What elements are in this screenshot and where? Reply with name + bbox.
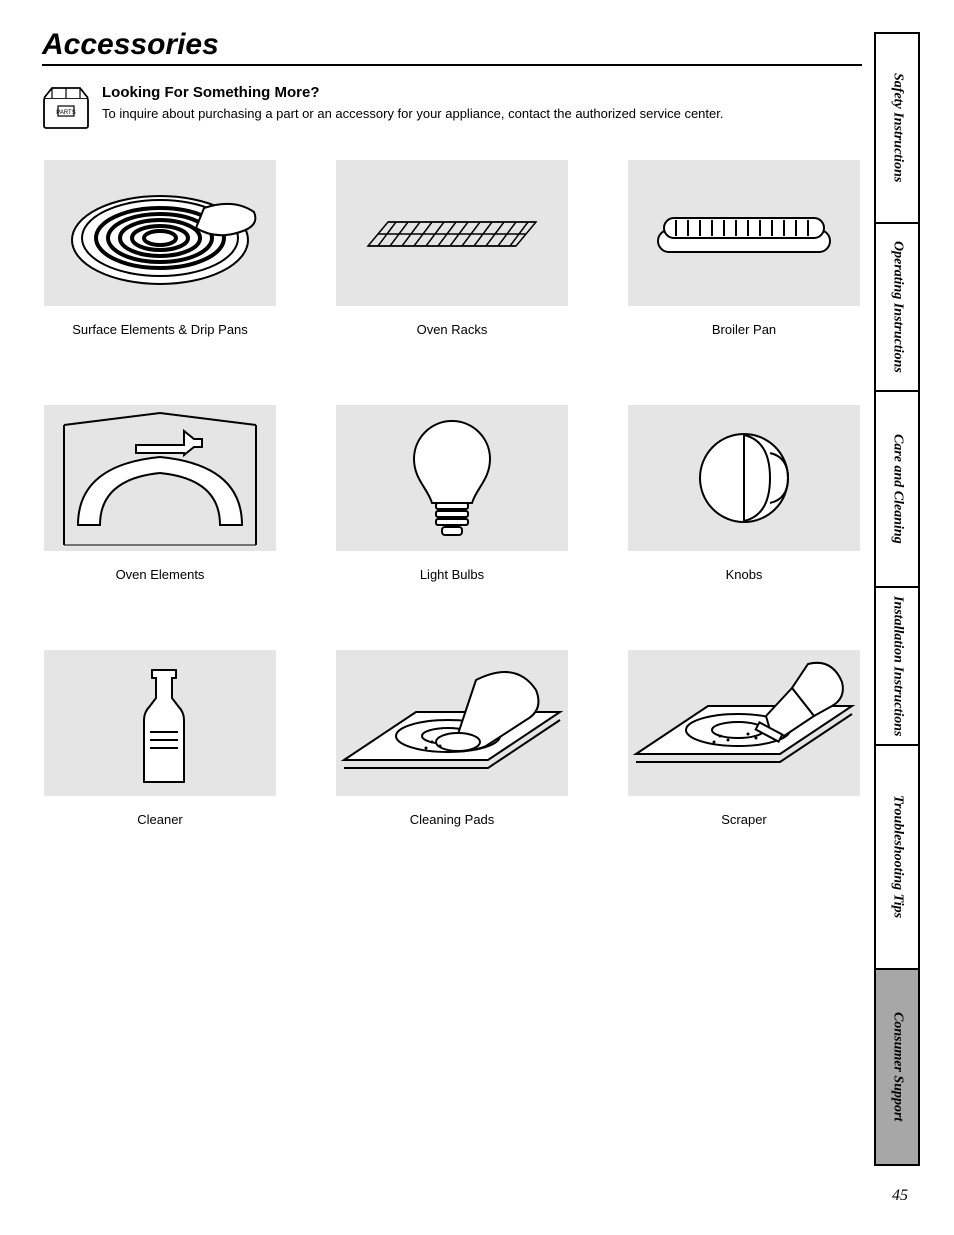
intro-row: PARTS Looking For Something More? To inq… — [42, 84, 862, 132]
item-caption: Oven Racks — [334, 322, 570, 337]
tab-consumer-support[interactable]: Consumer Support — [874, 970, 920, 1166]
page-title: Accessories — [42, 28, 862, 66]
item-caption: Cleaner — [42, 812, 278, 827]
item-light-bulbs: Light Bulbs — [334, 405, 570, 582]
item-thumb — [336, 160, 568, 306]
item-thumb — [628, 650, 860, 796]
item-thumb — [44, 405, 276, 551]
item-caption: Surface Elements & Drip Pans — [42, 322, 278, 337]
item-caption: Scraper — [626, 812, 862, 827]
item-thumb — [628, 405, 860, 551]
page-number: 45 — [892, 1187, 908, 1205]
item-thumb — [44, 650, 276, 796]
item-thumb — [336, 405, 568, 551]
side-tabs: Safety Instructions Operating Instructio… — [874, 32, 920, 1166]
tab-installation-instructions[interactable]: Installation Instructions — [874, 588, 920, 746]
item-caption: Broiler Pan — [626, 322, 862, 337]
item-scraper: Scraper — [626, 650, 862, 827]
item-caption: Cleaning Pads — [334, 812, 570, 827]
item-oven-elements: Oven Elements — [42, 405, 278, 582]
svg-text:PARTS: PARTS — [56, 110, 75, 116]
item-thumb — [44, 160, 276, 306]
item-caption: Oven Elements — [42, 567, 278, 582]
item-cleaning-pads: Cleaning Pads — [334, 650, 570, 827]
item-caption: Knobs — [626, 567, 862, 582]
item-broiler-pan: Broiler Pan — [626, 160, 862, 337]
parts-box-icon: PARTS — [42, 84, 90, 132]
accessories-grid: Surface Elements & Drip Pans — [42, 160, 862, 827]
item-thumb — [336, 650, 568, 796]
intro-subhead: Looking For Something More? — [102, 84, 862, 101]
intro-body: To inquire about purchasing a part or an… — [102, 105, 862, 123]
tab-troubleshooting-tips[interactable]: Troubleshooting Tips — [874, 746, 920, 970]
item-surface-elements: Surface Elements & Drip Pans — [42, 160, 278, 337]
item-thumb — [628, 160, 860, 306]
tab-operating-instructions[interactable]: Operating Instructions — [874, 224, 920, 392]
item-caption: Light Bulbs — [334, 567, 570, 582]
item-cleaner: Cleaner — [42, 650, 278, 827]
item-oven-racks: Oven Racks — [334, 160, 570, 337]
item-knobs: Knobs — [626, 405, 862, 582]
tab-safety-instructions[interactable]: Safety Instructions — [874, 32, 920, 224]
tab-care-and-cleaning[interactable]: Care and Cleaning — [874, 392, 920, 588]
